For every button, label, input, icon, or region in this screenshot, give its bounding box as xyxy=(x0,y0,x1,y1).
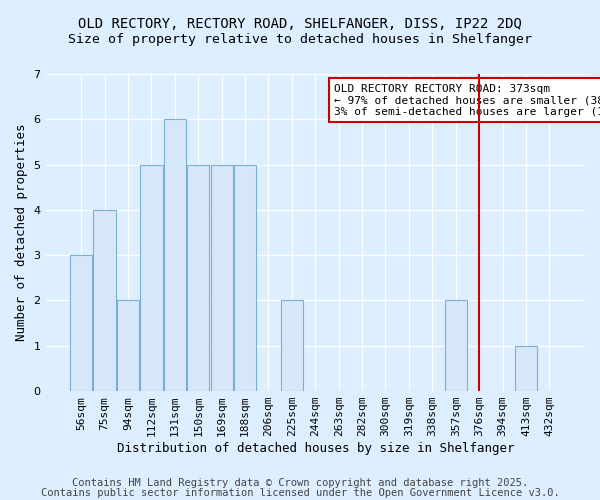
Bar xyxy=(94,210,116,391)
Bar xyxy=(445,300,467,391)
Text: Contains public sector information licensed under the Open Government Licence v3: Contains public sector information licen… xyxy=(41,488,559,498)
Text: Contains HM Land Registry data © Crown copyright and database right 2025.: Contains HM Land Registry data © Crown c… xyxy=(72,478,528,488)
X-axis label: Distribution of detached houses by size in Shelfanger: Distribution of detached houses by size … xyxy=(116,442,514,455)
Bar xyxy=(117,300,139,391)
Bar xyxy=(140,164,163,391)
Text: Size of property relative to detached houses in Shelfanger: Size of property relative to detached ho… xyxy=(68,32,532,46)
Bar xyxy=(211,164,233,391)
Bar xyxy=(187,164,209,391)
Y-axis label: Number of detached properties: Number of detached properties xyxy=(15,124,28,342)
Bar xyxy=(234,164,256,391)
Bar xyxy=(515,346,537,391)
Bar xyxy=(164,120,186,391)
Text: OLD RECTORY, RECTORY ROAD, SHELFANGER, DISS, IP22 2DQ: OLD RECTORY, RECTORY ROAD, SHELFANGER, D… xyxy=(78,18,522,32)
Bar xyxy=(70,255,92,391)
Bar xyxy=(281,300,303,391)
Text: OLD RECTORY RECTORY ROAD: 373sqm
← 97% of detached houses are smaller (38)
3% of: OLD RECTORY RECTORY ROAD: 373sqm ← 97% o… xyxy=(334,84,600,116)
